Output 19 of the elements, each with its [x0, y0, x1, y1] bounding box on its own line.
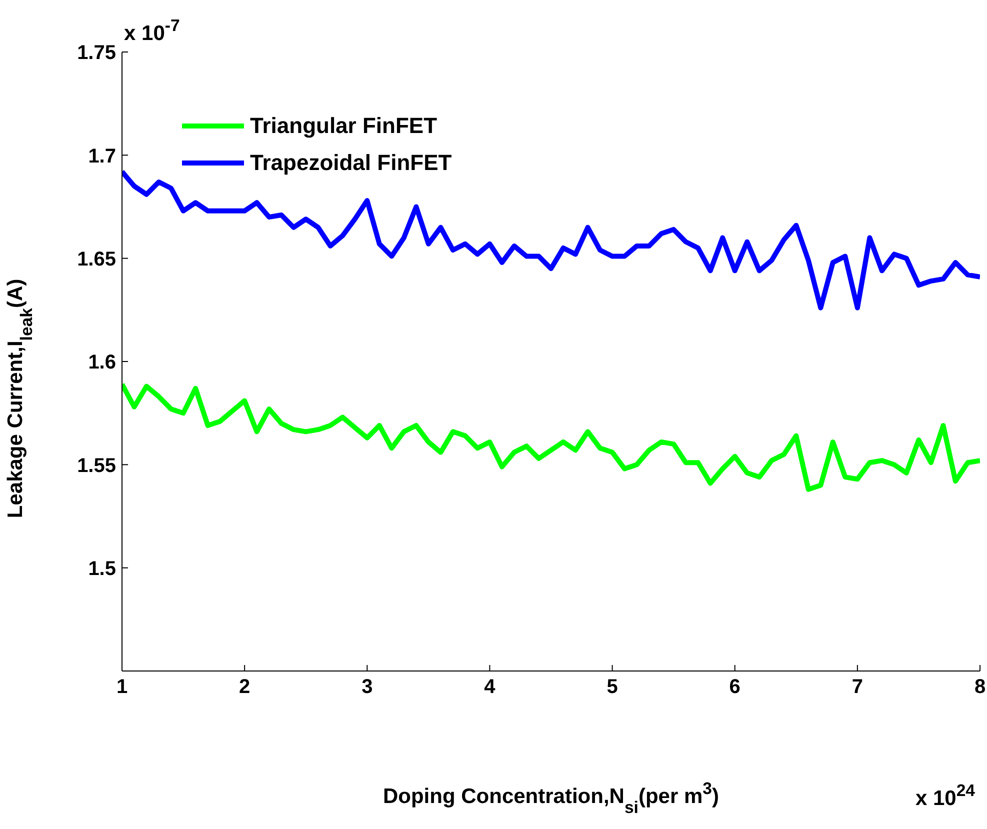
y-tick-label: 1.65 — [77, 248, 116, 270]
y-tick-label: 1.55 — [77, 454, 116, 477]
x-tick-label: 8 — [974, 676, 986, 698]
text: x 10$^{24}$ — [915, 780, 976, 810]
legend-label: Triangular FinFET — [250, 112, 438, 138]
x-tick-label: 5 — [606, 676, 618, 698]
y-tick-label: 1.6 — [88, 352, 116, 374]
legend-label: Trapezoidal FinFET — [250, 150, 452, 176]
x-tick-label: 7 — [852, 676, 863, 698]
x-tick-label: 2 — [239, 676, 250, 698]
x-tick-label: 6 — [729, 676, 740, 698]
x-tick-label: 1 — [116, 676, 128, 698]
x-axis-title: Doping Concentration,N$_{si}$(per m$^{3}$) — [382, 778, 720, 816]
x-tick-label: 4 — [484, 676, 496, 698]
y-tick-label: 1.5 — [88, 558, 116, 580]
x-tick-label: 3 — [362, 676, 373, 698]
y-tick-label: 1.75 — [77, 42, 116, 64]
text: x 10$^{-7}$ — [124, 16, 180, 45]
y-tick-label: 1.7 — [88, 145, 116, 168]
